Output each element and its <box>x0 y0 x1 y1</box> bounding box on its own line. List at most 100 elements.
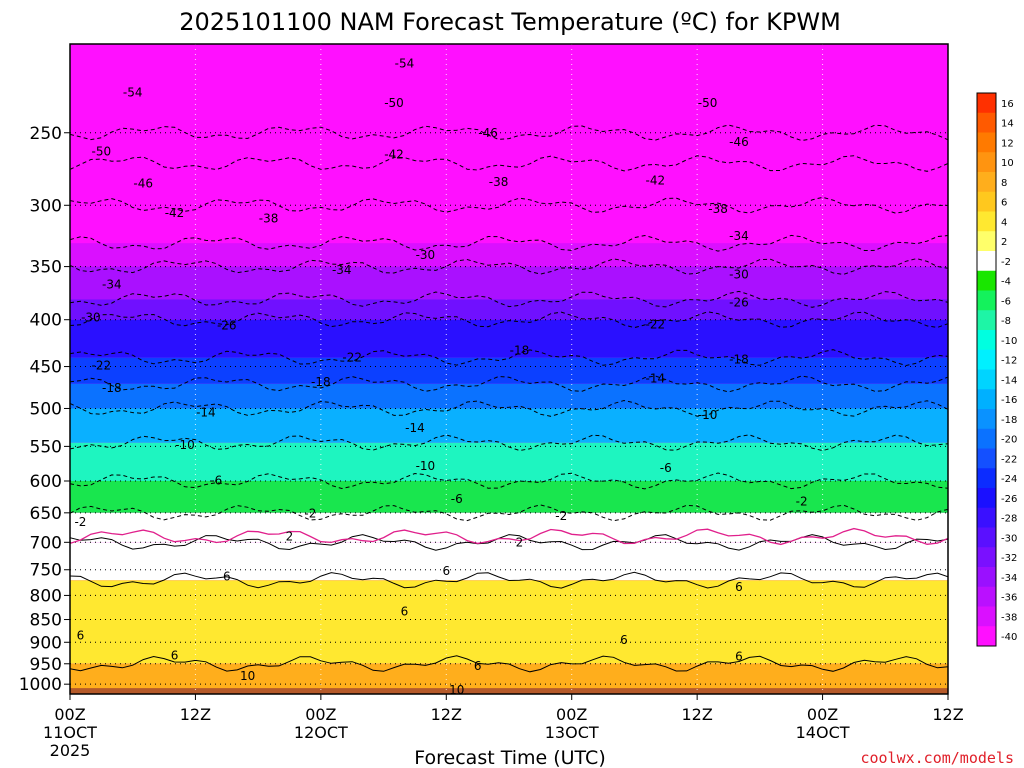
contour-label: -2 <box>555 509 567 523</box>
temperature-band <box>70 580 948 664</box>
colorbar-swatch <box>977 527 996 548</box>
contour-label: -26 <box>217 319 237 333</box>
isotherm-line <box>70 234 948 252</box>
colorbar-swatch <box>977 567 996 588</box>
contour-label: -2 <box>304 506 316 520</box>
y-tick-label: 700 <box>30 533 62 553</box>
isotherm-line <box>70 155 948 172</box>
contour-label: -18 <box>510 343 530 357</box>
colorbar-label: -28 <box>1001 514 1017 525</box>
chart-title: 2025101100 NAM Forecast Temperature (ºC)… <box>179 8 841 36</box>
temperature-band <box>70 205 948 244</box>
colorbar-label: 6 <box>1001 198 1007 209</box>
contour-label: 6 <box>401 604 409 618</box>
colorbar-swatch <box>977 270 996 291</box>
colorbar-label: 14 <box>1001 119 1014 130</box>
temperature-band <box>70 163 948 206</box>
colorbar-swatch <box>977 448 996 469</box>
contour-label: -38 <box>708 202 728 216</box>
colorbar-label: -22 <box>1001 454 1017 465</box>
contour-label: 6 <box>474 659 482 673</box>
colorbar-label: -12 <box>1001 356 1017 367</box>
colorbar-swatch <box>977 369 996 390</box>
temperature-band <box>70 243 948 267</box>
contour-label: -30 <box>416 248 436 262</box>
x-tick-label: 00Z <box>807 705 838 724</box>
colorbar-swatch <box>977 330 996 351</box>
contour-label: -50 <box>384 96 404 110</box>
temperature-bands <box>70 44 948 694</box>
colorbar-label: -14 <box>1001 375 1017 386</box>
colorbar-swatch <box>977 586 996 607</box>
isotherm-line <box>70 399 948 417</box>
contour-label: -6 <box>451 492 463 506</box>
contour-label: -26 <box>729 295 749 309</box>
contour-label: -30 <box>81 311 101 325</box>
colorbar-swatch <box>977 468 996 489</box>
x-axis-title: Forecast Time (UTC) <box>414 747 605 768</box>
y-tick-label: 650 <box>30 504 62 524</box>
colorbar-label: 8 <box>1001 178 1007 189</box>
contour-label: -34 <box>102 277 122 291</box>
contour-label: -46 <box>133 176 153 190</box>
colorbar-swatch <box>977 389 996 410</box>
contour-label: 6 <box>171 648 179 662</box>
y-tick-label: 500 <box>30 399 62 419</box>
colorbar-label: 16 <box>1001 99 1014 110</box>
x-tick-label: 00Z <box>556 705 587 724</box>
contour-label: -6 <box>210 473 222 487</box>
colorbar-label: -10 <box>1001 336 1017 347</box>
x-tick-date: 14OCT <box>796 723 850 742</box>
colorbar-swatch <box>977 93 996 114</box>
contour-label: -10 <box>175 438 195 452</box>
colorbar-label: -20 <box>1001 435 1017 446</box>
y-tick-label: 850 <box>30 611 62 631</box>
colorbar-swatch <box>977 231 996 252</box>
contour-label: 10 <box>449 683 464 697</box>
isotherm-line <box>70 655 948 673</box>
contour-label: 6 <box>735 650 743 664</box>
isotherm-line <box>70 434 948 452</box>
contour-label: 6 <box>442 564 450 578</box>
colorbar-swatch <box>977 547 996 568</box>
colorbar-label: -6 <box>1001 296 1011 307</box>
contour-label: -22 <box>646 318 666 332</box>
contour-label: -42 <box>384 147 404 161</box>
colorbar-swatch <box>977 626 996 647</box>
y-tick-label: 550 <box>30 437 62 457</box>
colorbar-label: -40 <box>1001 632 1017 643</box>
x-tick-label: 12Z <box>431 705 462 724</box>
contour-label: -38 <box>259 211 279 225</box>
x-tick-date: 12OCT <box>294 723 348 742</box>
contour-label: -30 <box>729 267 749 281</box>
isotherm-lines <box>70 124 948 673</box>
contour-label: -50 <box>92 144 112 158</box>
colorbar-swatch <box>977 152 996 173</box>
y-tick-label: 950 <box>30 655 62 675</box>
temperature-band <box>70 542 948 581</box>
y-tick-label: 800 <box>30 586 62 606</box>
y-tick-label: 400 <box>30 311 62 331</box>
x-tick-date: 11OCT <box>43 723 97 742</box>
temperature-band <box>70 383 948 409</box>
colorbar-label: -8 <box>1001 316 1011 327</box>
colorbar-swatch <box>977 507 996 528</box>
y-axis: 2503003504004505005506006507007508008509… <box>19 124 70 695</box>
colorbar-label: 10 <box>1001 158 1014 169</box>
isotherm-line <box>70 311 948 329</box>
colorbar-label: 12 <box>1001 138 1014 149</box>
contour-label: -42 <box>165 206 185 220</box>
x-tick-label: 12Z <box>180 705 211 724</box>
isotherm-line <box>70 290 948 308</box>
colorbar-swatch <box>977 428 996 449</box>
x-tick-date: 13OCT <box>545 723 599 742</box>
contour-label: -38 <box>489 175 509 189</box>
contour-label: 6 <box>735 580 743 594</box>
colorbar-label: -30 <box>1001 533 1017 544</box>
contour-label: -14 <box>196 405 216 419</box>
temperature-band <box>70 357 948 384</box>
temperature-band <box>70 442 948 481</box>
isotherm-line <box>70 124 948 142</box>
colorbar-label: -4 <box>1001 277 1011 288</box>
